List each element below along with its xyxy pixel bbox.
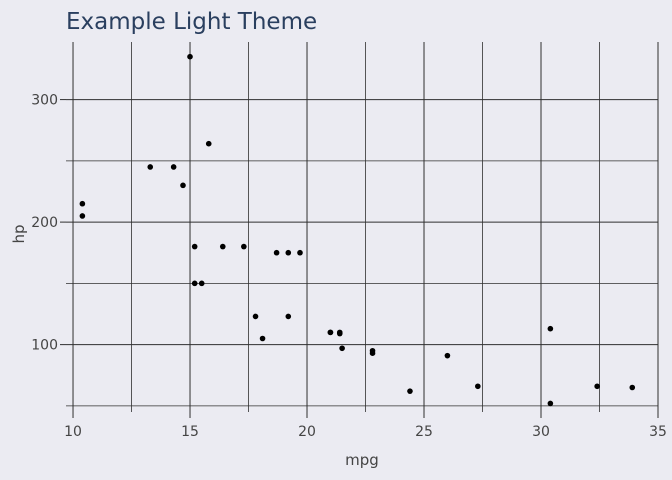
y-axis-ticks: 100 200 300 (31, 93, 66, 354)
data-points (79, 53, 636, 407)
y-tick-label: 200 (31, 215, 58, 231)
data-point (547, 400, 554, 407)
minor-gridlines (66, 42, 658, 412)
data-point (79, 200, 86, 207)
data-point (241, 243, 247, 250)
data-point (629, 384, 636, 391)
data-point (407, 388, 413, 394)
x-tick-label: 10 (64, 424, 82, 440)
data-point (369, 347, 376, 354)
data-point (191, 280, 198, 287)
data-point (285, 249, 292, 256)
data-point (147, 164, 154, 170)
data-point (252, 313, 259, 320)
data-point (219, 243, 226, 250)
data-point (205, 140, 212, 147)
x-tick-label: 25 (415, 424, 433, 440)
y-tick-label: 300 (31, 93, 58, 109)
x-tick-label: 30 (532, 424, 550, 440)
data-point (259, 335, 266, 342)
x-axis-ticks: 10 15 20 25 30 35 (64, 412, 667, 440)
data-point (327, 329, 334, 336)
y-axis-label: hp (10, 224, 28, 243)
x-tick-label: 35 (649, 424, 667, 440)
data-point (444, 352, 451, 359)
data-point (187, 53, 193, 60)
data-point (273, 249, 280, 256)
x-tick-label: 20 (298, 424, 316, 440)
major-gridlines (66, 42, 659, 412)
data-point (594, 383, 600, 390)
data-point (336, 330, 343, 337)
data-point (170, 164, 177, 170)
data-point (285, 313, 292, 320)
x-axis-label: mpg (345, 451, 379, 469)
data-point (297, 249, 303, 256)
x-tick-label: 15 (181, 424, 199, 440)
y-tick-label: 100 (31, 338, 58, 354)
data-point (191, 243, 198, 250)
data-point (475, 383, 481, 390)
data-point (79, 213, 86, 219)
data-point (339, 345, 345, 352)
data-point (180, 182, 186, 189)
chart-title: Example Light Theme (66, 9, 317, 35)
data-point (547, 325, 554, 332)
data-point (198, 280, 205, 287)
